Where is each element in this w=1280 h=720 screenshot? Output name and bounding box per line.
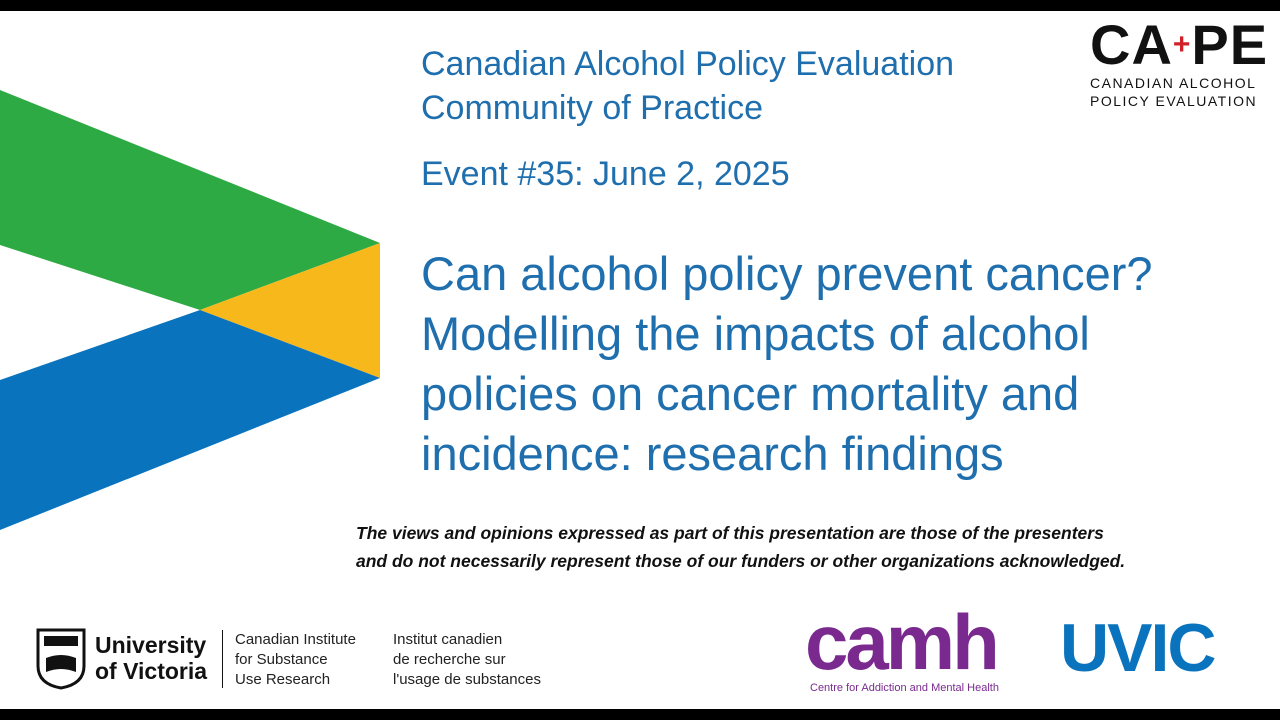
header-line: Community of Practice [421, 89, 763, 127]
cape-mark: PE [1191, 13, 1269, 76]
cisur-line: de recherche sur [393, 651, 506, 668]
header-line: Canadian Alcohol Policy Evaluation [421, 45, 955, 83]
header: Canadian Alcohol Policy Evaluation Commu… [421, 42, 954, 130]
uvic-mark: UVIC [1060, 610, 1216, 686]
cisur-line: l'usage de substances [393, 671, 541, 688]
title: Can alcohol policy prevent cancer? Model… [421, 244, 1153, 484]
cisur-french: Institut canadien de recherche sur l'usa… [393, 630, 541, 690]
title-line: Can alcohol policy prevent cancer? [421, 247, 1153, 300]
title-line: incidence: research findings [421, 427, 1004, 480]
disclaimer-line: and do not necessarily represent those o… [356, 551, 1126, 571]
title-line: policies on cancer mortality and [421, 367, 1080, 420]
cisur-line: for Substance [235, 651, 328, 668]
chevron-graphic [0, 90, 380, 530]
uvic-line: University [95, 632, 207, 658]
event-date: Event #35: June 2, 2025 [421, 155, 790, 193]
top-bar [0, 0, 1280, 11]
uvic-wordmark: University of Victoria [95, 632, 207, 684]
uvic-line: of Victoria [95, 658, 208, 684]
bottom-bar [0, 709, 1280, 720]
camh-logo: camh Centre for Addiction and Mental Hea… [805, 598, 1000, 694]
cisur-english: Canadian Institute for Substance Use Res… [235, 630, 356, 690]
cape-line: POLICY EVALUATION [1090, 93, 1258, 109]
cisur-line: Canadian Institute [235, 631, 356, 648]
cape-logo: CA+PE CANADIAN ALCOHOL POLICY EVALUATION [1090, 13, 1269, 110]
cisur-line: Use Research [235, 671, 331, 688]
cape-line: CANADIAN ALCOHOL [1090, 75, 1257, 91]
disclaimer: The views and opinions expressed as part… [356, 519, 1125, 575]
disclaimer-line: The views and opinions expressed as part… [356, 523, 1104, 543]
uvic-crest [36, 628, 86, 690]
cisur-line: Institut canadien [393, 631, 503, 648]
divider [222, 630, 223, 688]
camh-name: camh [805, 598, 1000, 686]
title-line: Modelling the impacts of alcohol [421, 307, 1090, 360]
camh-subtitle: Centre for Addiction and Mental Health [810, 682, 999, 694]
cape-mark: CA [1090, 13, 1173, 76]
